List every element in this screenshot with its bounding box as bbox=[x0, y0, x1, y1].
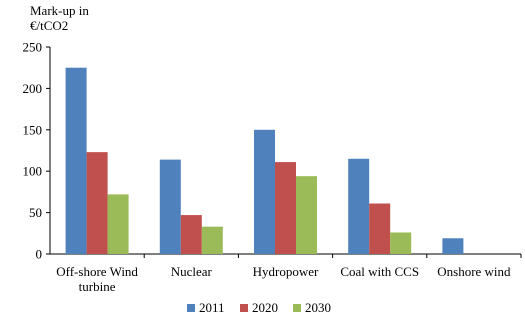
y-tick-label: 50 bbox=[29, 205, 42, 220]
bar-2030 bbox=[201, 226, 223, 254]
x-category-label: Coal with CCS bbox=[340, 264, 419, 279]
y-ticks: 0 50 100 150 200 250 bbox=[23, 40, 50, 262]
bar-2020 bbox=[86, 152, 108, 254]
legend-swatch-2020 bbox=[240, 304, 248, 312]
legend-label-2011: 2011 bbox=[199, 300, 225, 315]
bar-2030 bbox=[107, 194, 129, 254]
y-tick-label: 150 bbox=[23, 122, 43, 137]
bar-2011 bbox=[65, 67, 87, 254]
y-axis-label-line: €/tCO2 bbox=[30, 18, 68, 33]
y-tick-label: 100 bbox=[23, 164, 43, 179]
y-tick-label: 0 bbox=[36, 247, 43, 262]
bar-2020 bbox=[369, 203, 391, 254]
bar-2011 bbox=[442, 238, 464, 254]
bar-2011 bbox=[159, 159, 181, 254]
legend-swatch-2030 bbox=[293, 304, 301, 312]
legend-swatch-2011 bbox=[187, 304, 195, 312]
bars bbox=[65, 67, 464, 254]
bar-2011 bbox=[254, 129, 275, 254]
y-tick-label: 200 bbox=[23, 81, 43, 96]
bar-2030 bbox=[390, 232, 412, 254]
x-category-label: Off-shore Wind bbox=[56, 264, 138, 279]
y-axis-label-line: Mark-up in bbox=[30, 3, 89, 18]
legend-label-2020: 2020 bbox=[252, 300, 278, 315]
x-category-label: turbine bbox=[79, 279, 116, 294]
x-category-label: Nuclear bbox=[171, 264, 213, 279]
y-axis-label: Mark-up in€/tCO2 bbox=[30, 3, 89, 33]
bar-2030 bbox=[296, 176, 317, 254]
bar-2020 bbox=[275, 162, 296, 254]
bar-2020 bbox=[180, 215, 202, 254]
legend-label-2030: 2030 bbox=[305, 300, 331, 315]
x-category-label: Hydropower bbox=[253, 264, 319, 279]
legend: 2011 2020 2030 bbox=[187, 300, 331, 315]
bar-2011 bbox=[348, 158, 370, 254]
x-category-label: Onshore wind bbox=[437, 264, 511, 279]
y-tick-label: 250 bbox=[23, 40, 43, 55]
